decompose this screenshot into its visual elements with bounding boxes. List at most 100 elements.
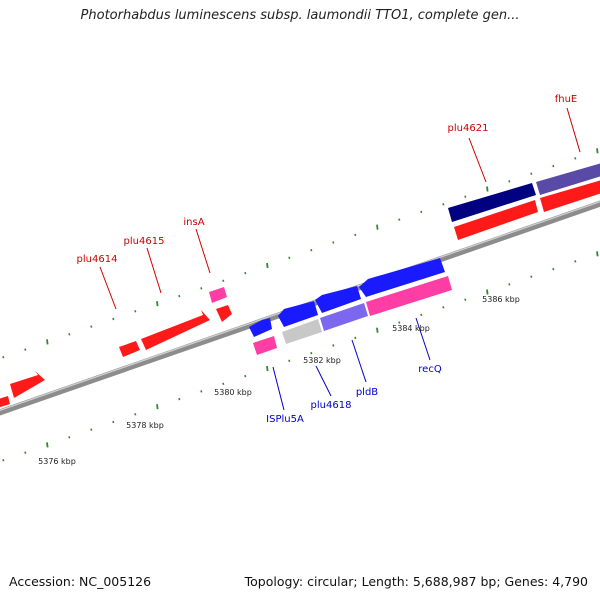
leader-plu4614 — [99, 266, 117, 310]
tick-mark — [156, 301, 159, 307]
tick-mark — [90, 428, 93, 431]
tick-mark — [200, 287, 203, 290]
tick-mark — [46, 339, 49, 345]
accession-text: Accession: NC_005126 — [9, 574, 152, 589]
tick-mark — [464, 298, 467, 301]
tick-mark — [222, 279, 225, 283]
tick-mark — [420, 313, 423, 317]
tick-mark — [2, 355, 5, 359]
tick-mark — [574, 260, 577, 263]
label-fhuE: fhuE — [555, 94, 578, 105]
leader-insA — [195, 228, 211, 274]
tick-mark — [464, 195, 467, 198]
tick-mark — [530, 275, 533, 278]
tick-mark — [332, 241, 335, 244]
scale-label-5378: 5378 kbp — [126, 421, 164, 430]
tick-mark — [376, 224, 379, 230]
label-plu4615: plu4615 — [124, 236, 165, 247]
scale-label-5382: 5382 kbp — [303, 356, 341, 365]
tick-mark — [442, 306, 445, 309]
tick-mark — [134, 413, 137, 416]
gene-plu4614-arrow[interactable] — [119, 341, 140, 357]
scale-label-5384: 5384 kbp — [392, 324, 430, 333]
gene-fhuE-lower[interactable] — [540, 179, 600, 212]
label-ISPlu5A: ISPlu5A — [266, 414, 304, 425]
gene-insA-arrow[interactable] — [216, 305, 232, 322]
tick-mark — [552, 164, 555, 168]
label-recQ: recQ — [418, 364, 442, 375]
gene-plu4618-lower-box[interactable] — [282, 319, 322, 344]
tick-mark — [574, 157, 577, 160]
scale-label-5386: 5386 kbp — [482, 295, 520, 304]
tick-mark — [508, 283, 511, 286]
leader-fhuE — [566, 107, 581, 153]
tick-mark — [552, 267, 555, 271]
tick-mark — [68, 436, 71, 439]
tick-mark — [442, 203, 445, 206]
gene-pldB-lower-box[interactable] — [320, 303, 368, 331]
tick-mark — [354, 336, 357, 340]
tick-mark — [178, 397, 181, 401]
label-insA: insA — [183, 217, 204, 228]
tick-mark — [376, 327, 379, 333]
tick-mark — [486, 186, 489, 192]
tick-mark — [398, 321, 401, 324]
tick-mark — [266, 262, 269, 269]
tick-mark — [134, 310, 137, 313]
gene-plu4621-lower[interactable] — [454, 200, 538, 240]
tick-mark — [310, 248, 313, 252]
tick-mark — [90, 325, 93, 328]
tick-mark — [310, 351, 313, 355]
tick-mark — [354, 233, 357, 237]
tick-mark — [596, 251, 599, 257]
tick-mark — [244, 271, 247, 275]
tick-mark — [266, 365, 269, 372]
label-pldB: pldB — [356, 387, 378, 398]
tick-mark — [244, 374, 247, 378]
tick-mark — [68, 333, 71, 336]
tick-mark — [530, 172, 533, 175]
gene-recQ-lower-box[interactable] — [366, 276, 452, 316]
gene-plu4615-arrow[interactable] — [141, 310, 210, 350]
tick-mark — [156, 404, 159, 410]
scale-label-5376: 5376 kbp — [38, 457, 76, 466]
tick-mark — [398, 218, 401, 221]
label-plu4618: plu4618 — [311, 400, 352, 411]
gene-pldB-upper-arrow[interactable] — [315, 286, 361, 313]
label-plu4621: plu4621 — [448, 123, 489, 134]
gene-ISPlu5A-upper-arrow[interactable] — [249, 318, 272, 337]
leader-ISPlu5A — [272, 366, 285, 411]
leader-plu4621 — [468, 137, 487, 183]
gene-recQ-upper-arrow[interactable] — [359, 258, 445, 297]
tick-mark — [222, 382, 225, 386]
tick-mark — [486, 289, 489, 295]
gene-plu4618-upper-arrow[interactable] — [278, 301, 318, 327]
leader-pldB — [351, 339, 367, 383]
tick-mark — [112, 420, 115, 424]
gene-insA-box[interactable] — [209, 287, 227, 303]
leader-plu4618 — [315, 365, 332, 397]
tick-mark — [178, 294, 181, 298]
tick-mark — [112, 317, 115, 321]
gene-fhuE-upper[interactable] — [536, 162, 600, 195]
gene-ISPlu5A-lower-box[interactable] — [253, 336, 277, 355]
tick-mark — [24, 348, 27, 351]
tick-mark — [2, 458, 5, 462]
leader-recQ — [415, 317, 431, 361]
tick-mark — [288, 359, 291, 363]
tick-mark — [508, 180, 511, 183]
tick-mark — [46, 442, 49, 448]
tick-marks — [2, 148, 599, 462]
tick-mark — [332, 344, 335, 347]
gene-arrow-left-edge-upper[interactable] — [0, 396, 10, 408]
gene-arrow-left-edge[interactable] — [10, 371, 45, 398]
tick-mark — [200, 390, 203, 393]
tick-mark — [420, 210, 423, 214]
gene-plu4621-upper[interactable] — [448, 183, 536, 222]
label-plu4614: plu4614 — [77, 254, 118, 265]
scale-label-5380: 5380 kbp — [214, 388, 252, 397]
tick-mark — [24, 451, 27, 454]
map-title: Photorhabdus luminescens subsp. laumondi… — [80, 8, 520, 23]
leader-plu4615 — [146, 247, 162, 294]
